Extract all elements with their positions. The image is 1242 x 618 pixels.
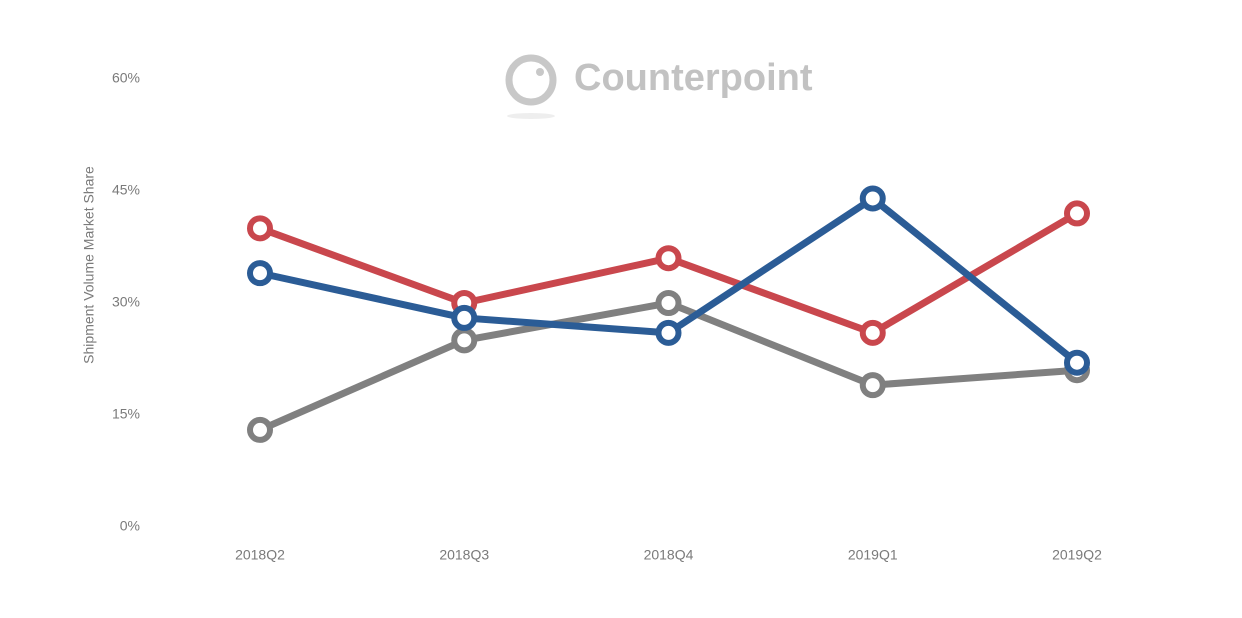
- watermark: Counterpoint: [574, 57, 813, 99]
- watermark-logo: [505, 54, 557, 119]
- logo-dot: [536, 68, 544, 76]
- y-axis-title: Shipment Volume Market Share: [81, 166, 97, 364]
- x-tick-label: 2019Q2: [1052, 547, 1102, 563]
- point: [655, 290, 682, 316]
- x-tick-label: 2019Q1: [848, 547, 898, 563]
- logo-ring: [505, 54, 557, 106]
- point: [859, 185, 886, 212]
- y-tick-label: 45%: [112, 182, 140, 198]
- point: [859, 372, 886, 399]
- y-tick-label: 15%: [112, 406, 140, 422]
- x-tick-label: 2018Q4: [644, 547, 694, 563]
- y-tick-label: 0%: [120, 518, 140, 534]
- y-tick-label: 60%: [112, 70, 140, 86]
- point: [247, 215, 273, 242]
- x-tick-label: 2018Q3: [439, 547, 489, 563]
- point: [655, 319, 682, 346]
- point: [655, 245, 682, 272]
- y-tick-label: 30%: [112, 294, 140, 310]
- point: [451, 327, 478, 354]
- point: [1064, 200, 1090, 227]
- point: [247, 416, 273, 443]
- x-tick-label: 2018Q2: [235, 547, 285, 563]
- point: [247, 260, 273, 287]
- point: [451, 304, 478, 331]
- logo-shadow: [507, 113, 555, 119]
- point: [1064, 349, 1090, 376]
- point: [859, 319, 886, 346]
